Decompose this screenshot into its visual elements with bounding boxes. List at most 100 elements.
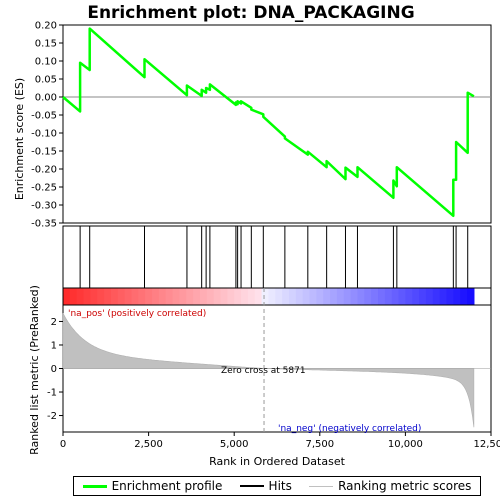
band-segment bbox=[316, 288, 324, 305]
legend: Enrichment profile Hits Ranking metric s… bbox=[73, 476, 481, 496]
band-segment bbox=[453, 288, 461, 305]
band-segment bbox=[172, 288, 181, 305]
band-segment bbox=[145, 288, 153, 305]
band-segment bbox=[398, 288, 406, 305]
band-segment bbox=[179, 288, 187, 305]
chart-title: Enrichment plot: DNA_PACKAGING bbox=[87, 3, 414, 23]
metric-panel: 2 1 0 -1 -2 bbox=[47, 288, 492, 433]
band-segment bbox=[83, 288, 91, 305]
legend-item-hits: Hits bbox=[239, 479, 292, 493]
es-tick-label: -0.20 bbox=[31, 165, 57, 176]
band-segment bbox=[302, 288, 311, 305]
band-segment bbox=[282, 288, 290, 305]
x-tick-label: 2,500 bbox=[134, 439, 163, 450]
band-segment bbox=[295, 288, 304, 305]
es-tick-label: 0.15 bbox=[35, 39, 57, 50]
ranking-color-band bbox=[62, 287, 492, 306]
band-segment bbox=[432, 288, 441, 305]
x-tick-label: 7,500 bbox=[305, 439, 334, 450]
band-segment bbox=[199, 288, 208, 305]
es-tick-label: -0.15 bbox=[31, 147, 57, 158]
band-segment bbox=[90, 288, 98, 305]
band-segment bbox=[378, 288, 386, 305]
band-segment bbox=[234, 288, 242, 305]
metric-tick-label: -2 bbox=[47, 411, 57, 422]
band-segment bbox=[152, 288, 160, 305]
negative-correlation-label: 'na_neg' (negatively correlated) bbox=[278, 424, 421, 434]
band-segment bbox=[343, 288, 352, 305]
zero-cross-label: Zero cross at 5871 bbox=[221, 366, 306, 376]
band-segment bbox=[117, 288, 126, 305]
band-segment bbox=[350, 288, 359, 305]
band-segment bbox=[371, 288, 379, 305]
band-segment bbox=[138, 288, 146, 305]
es-tick-label: 0.05 bbox=[35, 75, 57, 86]
band-segment bbox=[439, 288, 448, 305]
band-segment bbox=[364, 288, 372, 305]
band-segment bbox=[330, 288, 338, 305]
band-segment bbox=[254, 288, 263, 305]
legend-label-enrichment: Enrichment profile bbox=[111, 479, 223, 493]
x-axis: 0 2,500 5,000 7,500 10,000 12,500 bbox=[60, 432, 500, 450]
band-segment bbox=[104, 288, 112, 305]
band-segment bbox=[446, 288, 454, 305]
band-segment bbox=[357, 288, 365, 305]
band-segment bbox=[220, 288, 228, 305]
es-tick-label: -0.05 bbox=[31, 111, 57, 122]
es-tick-label: -0.10 bbox=[31, 129, 57, 140]
x-tick-label: 10,000 bbox=[388, 439, 423, 450]
metric-tick-label: -1 bbox=[47, 388, 57, 399]
legend-swatch-enrichment bbox=[82, 484, 107, 488]
metric-tick-label: 1 bbox=[51, 340, 57, 351]
es-tick-label: 0.20 bbox=[35, 21, 57, 32]
x-tick-label: 12,500 bbox=[474, 439, 500, 450]
legend-swatch-ranking bbox=[309, 485, 334, 487]
band-segment bbox=[158, 288, 167, 305]
band-segment bbox=[131, 288, 139, 305]
es-axis-label: Enrichment score (ES) bbox=[13, 78, 26, 200]
legend-label-hits: Hits bbox=[268, 479, 292, 493]
band-segment bbox=[69, 288, 78, 305]
band-segment bbox=[63, 288, 71, 305]
band-segment bbox=[76, 288, 85, 305]
legend-item-ranking: Ranking metric scores bbox=[309, 479, 471, 493]
hits-frame bbox=[62, 225, 492, 289]
hits-panel bbox=[62, 225, 492, 289]
band-segment bbox=[323, 288, 331, 305]
positive-correlation-label: 'na_pos' (positively correlated) bbox=[68, 309, 206, 319]
band-segment bbox=[268, 288, 276, 305]
x-tick-label: 5,000 bbox=[220, 439, 249, 450]
band-segment bbox=[206, 288, 215, 305]
band-segment bbox=[275, 288, 283, 305]
es-tick-label: -0.30 bbox=[31, 201, 57, 212]
enrichment-profile-line bbox=[62, 27, 475, 218]
band-segment bbox=[97, 288, 105, 305]
es-tick-label: -0.35 bbox=[31, 219, 57, 230]
band-segment bbox=[425, 288, 434, 305]
band-segment bbox=[241, 288, 249, 305]
metric-axis-label: Ranked list metric (PreRanked) bbox=[28, 285, 41, 455]
x-tick-label: 0 bbox=[60, 439, 66, 450]
band-segment bbox=[460, 288, 468, 305]
metric-tick-label: 0 bbox=[51, 364, 57, 375]
es-frame bbox=[62, 24, 492, 224]
band-segment bbox=[261, 288, 270, 305]
band-segment bbox=[193, 288, 201, 305]
es-tick-label: 0.10 bbox=[35, 57, 57, 68]
band-segment bbox=[288, 288, 297, 305]
band-segment bbox=[384, 288, 393, 305]
es-tick-label: 0.00 bbox=[35, 93, 57, 104]
band-segment bbox=[186, 288, 194, 305]
metric-tick-label: 2 bbox=[51, 317, 57, 328]
band-segment bbox=[213, 288, 222, 305]
band-segment bbox=[405, 288, 413, 305]
band-segment bbox=[110, 288, 119, 305]
band-segment bbox=[309, 288, 317, 305]
legend-swatch-hits bbox=[239, 485, 264, 487]
legend-item-enrichment: Enrichment profile bbox=[82, 479, 223, 493]
band-segment bbox=[467, 288, 475, 305]
es-panel: 0.20 0.15 0.10 0.05 0.00 -0.05 -0.10 -0.15 -0.20… bbox=[31, 21, 492, 230]
band-segment bbox=[336, 288, 345, 305]
legend-label-ranking: Ranking metric scores bbox=[338, 479, 472, 493]
